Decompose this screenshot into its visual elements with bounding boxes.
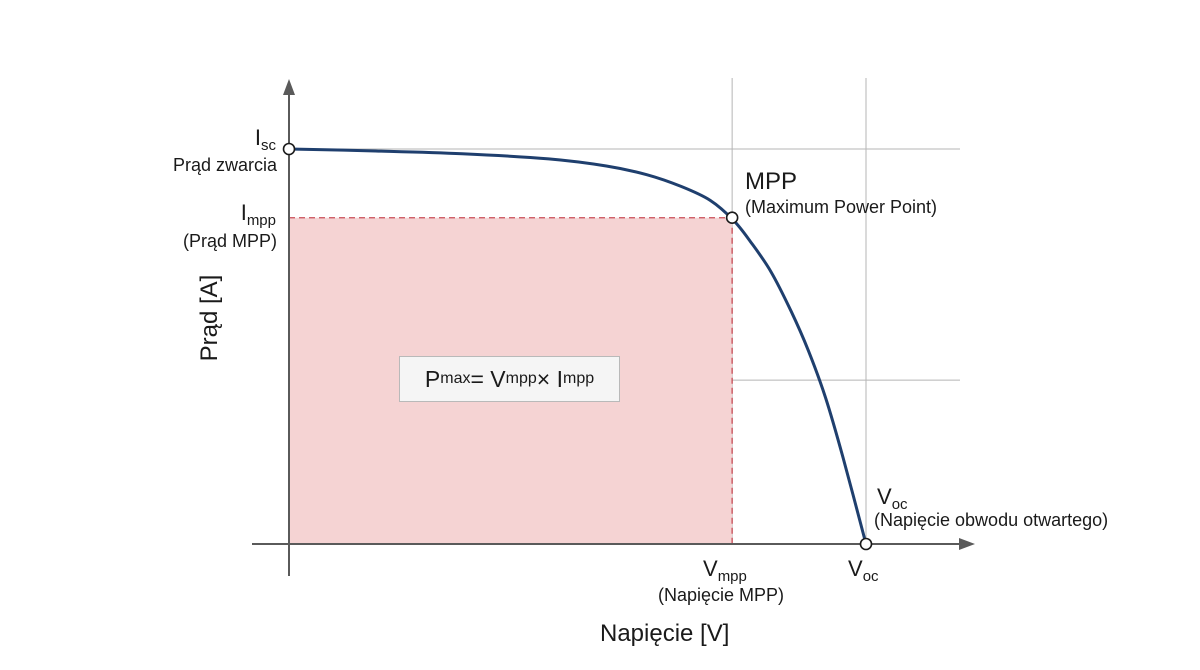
voc-point [859, 537, 873, 551]
isc-point [282, 142, 296, 156]
iv-curve-line [288, 147, 868, 545]
y-axis-arrow [283, 79, 295, 95]
mpp-description: (Maximum Power Point) [745, 197, 938, 217]
x-axis-label: Napięcie [V] [600, 620, 730, 647]
vmpp-description: (Napięcie MPP) [658, 585, 785, 605]
mpp-dashed-lines [289, 217, 733, 544]
voc-label: Voc [877, 484, 908, 513]
isc-label: Isc [254, 125, 276, 154]
x-axis-arrow [959, 538, 975, 550]
vmpp-label: Vmpp [703, 556, 747, 585]
impp-description: (Prąd MPP) [182, 231, 277, 251]
y-axis-label: Prąd [A] [196, 274, 223, 362]
voc-axis-label: Voc [848, 556, 879, 585]
mpp-title: MPP [745, 168, 798, 195]
voc-description: (Napięcie obwodu otwartego) [874, 510, 1109, 530]
key-points [282, 142, 873, 551]
axes [252, 79, 975, 576]
mpp-point [725, 211, 739, 225]
isc-description: Prąd zwarcia [172, 155, 277, 175]
impp-label: Impp [240, 200, 276, 229]
